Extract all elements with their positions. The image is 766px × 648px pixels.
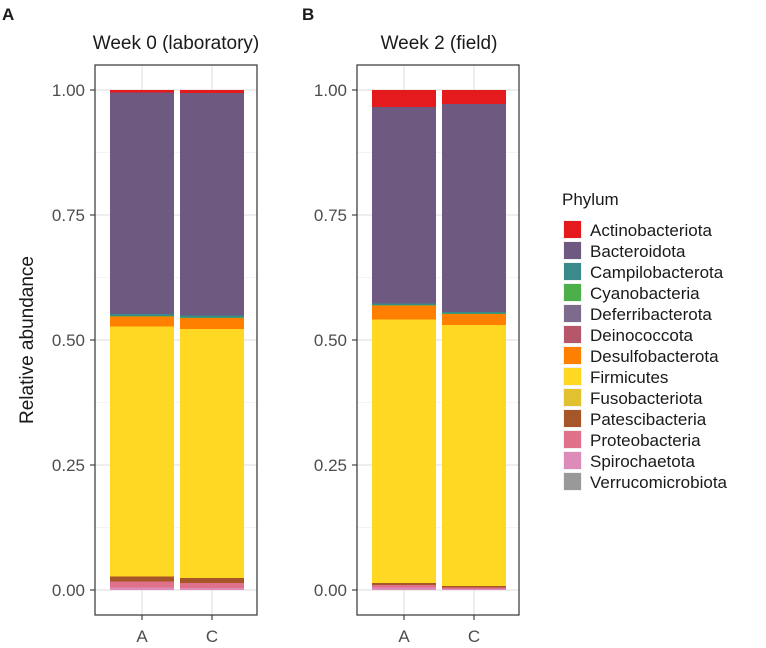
y-axis-title: Relative abundance: [17, 256, 38, 424]
legend-swatch: [564, 263, 581, 280]
bar-segment-desulfobacterota: [180, 318, 244, 329]
bar-segment-actinobacteriota: [180, 90, 244, 93]
legend-label: Actinobacteriota: [590, 221, 712, 240]
bar-segment-campilobacterota: [110, 314, 174, 316]
bar-segment-proteobacteria: [110, 581, 174, 588]
bar-segment-bacteroidota: [442, 104, 506, 312]
y-tick-label: 0.25: [314, 456, 347, 475]
bar-segment-spirochaetota: [372, 587, 436, 590]
y-tick-label: 1.00: [314, 81, 347, 100]
legend-swatch: [564, 410, 581, 427]
bar-segment-spirochaetota: [110, 587, 174, 590]
bar-segment-patescibacteria: [372, 583, 436, 585]
legend-swatch: [564, 431, 581, 448]
bar-segment-campilobacterota: [372, 303, 436, 305]
legend-swatch: [564, 284, 581, 301]
bar-segment-cyanobacteria: [442, 313, 506, 314]
legend-swatch: [564, 221, 581, 238]
bar-segment-firmicutes: [180, 329, 244, 578]
panel-b: B Week 2 (field) 0.00 0.25 0.50 0.75 1.0…: [302, 5, 520, 646]
bar-segment-cyanobacteria: [180, 317, 244, 318]
bar-segment-desulfobacterota: [442, 314, 506, 325]
legend-items: Actinobacteriota Bacteroidota Campilobacte…: [563, 220, 728, 492]
bar-segment-desulfobacterota: [110, 316, 174, 327]
legend-swatch: [564, 242, 581, 259]
bar-segment-actinobacteriota: [110, 90, 174, 93]
y-tick-label: 0.50: [52, 331, 85, 350]
bar-segment-spirochaetota: [180, 588, 244, 590]
y-tick-label: 0.00: [52, 581, 85, 600]
y-tick-label: 0.75: [52, 206, 85, 225]
bar-segment-proteobacteria: [442, 587, 506, 589]
legend: Phylum Actinobacteriota Bacteroidota Campi…: [562, 190, 728, 492]
legend-label: Patescibacteria: [590, 410, 707, 429]
legend-label: Spirochaetota: [590, 452, 695, 471]
legend-swatch: [564, 326, 581, 343]
bar-segment-actinobacteriota: [372, 90, 436, 107]
legend-swatch: [564, 452, 581, 469]
x-tick-label: C: [206, 627, 218, 646]
panel-b-tag: B: [302, 5, 314, 24]
bar-segment-firmicutes: [372, 319, 436, 583]
panel-a-y-ticks: 0.00 0.25 0.50 0.75 1.00: [52, 81, 85, 600]
y-tick-label: 0.25: [52, 456, 85, 475]
panel-b-title: Week 2 (field): [381, 33, 498, 54]
legend-swatch: [564, 368, 581, 385]
legend-label: Fusobacteriota: [590, 389, 703, 408]
panel-b-tick-marks: [352, 89, 475, 620]
legend-label: Verrucomicrobiota: [590, 473, 728, 492]
x-tick-label: A: [136, 627, 148, 646]
x-tick-label: C: [468, 627, 480, 646]
panel-a: A Week 0 (laboratory) 0.00 0.25 0.50 0.7…: [2, 5, 259, 646]
panel-a-tick-marks: [90, 89, 213, 620]
legend-swatch: [564, 473, 581, 490]
legend-label: Cyanobacteria: [590, 284, 700, 303]
legend-title: Phylum: [562, 190, 619, 209]
bar-segment-patescibacteria: [110, 576, 174, 582]
legend-swatch: [564, 389, 581, 406]
bar-segment-firmicutes: [110, 326, 174, 577]
bar-segment-patescibacteria: [442, 586, 506, 588]
y-tick-label: 0.50: [314, 331, 347, 350]
y-tick-label: 0.75: [314, 206, 347, 225]
y-tick-label: 1.00: [52, 81, 85, 100]
legend-label: Campilobacterota: [590, 263, 724, 282]
panel-b-bars: [372, 90, 506, 590]
legend-swatch: [564, 347, 581, 364]
bar-segment-spirochaetota: [442, 589, 506, 590]
legend-label: Deinococcota: [590, 326, 694, 345]
panel-a-title: Week 0 (laboratory): [93, 33, 260, 54]
bar-segment-patescibacteria: [180, 578, 244, 583]
panel-a-tag: A: [2, 5, 14, 24]
legend-label: Bacteroidota: [590, 242, 686, 261]
bar-segment-firmicutes: [442, 325, 506, 586]
bar-segment-desulfobacterota: [372, 305, 436, 320]
bar-segment-cyanobacteria: [110, 316, 174, 317]
bar-segment-actinobacteriota: [442, 90, 506, 104]
x-tick-label: A: [398, 627, 410, 646]
panel-a-bars: [110, 90, 244, 590]
bar-segment-bacteroidota: [110, 92, 174, 314]
y-tick-label: 0.00: [314, 581, 347, 600]
legend-label: Proteobacteria: [590, 431, 701, 450]
panel-b-y-ticks: 0.00 0.25 0.50 0.75 1.00: [314, 81, 347, 600]
legend-label: Desulfobacterota: [590, 347, 719, 366]
bar-segment-campilobacterota: [442, 312, 506, 314]
bar-segment-bacteroidota: [372, 107, 436, 304]
bar-segment-proteobacteria: [372, 585, 436, 588]
legend-label: Deferribacterota: [590, 305, 712, 324]
bar-segment-cyanobacteria: [372, 305, 436, 306]
bar-segment-bacteroidota: [180, 93, 244, 316]
legend-label: Firmicutes: [590, 368, 668, 387]
bar-segment-campilobacterota: [180, 315, 244, 318]
bar-segment-proteobacteria: [180, 583, 244, 588]
legend-swatch: [564, 305, 581, 322]
